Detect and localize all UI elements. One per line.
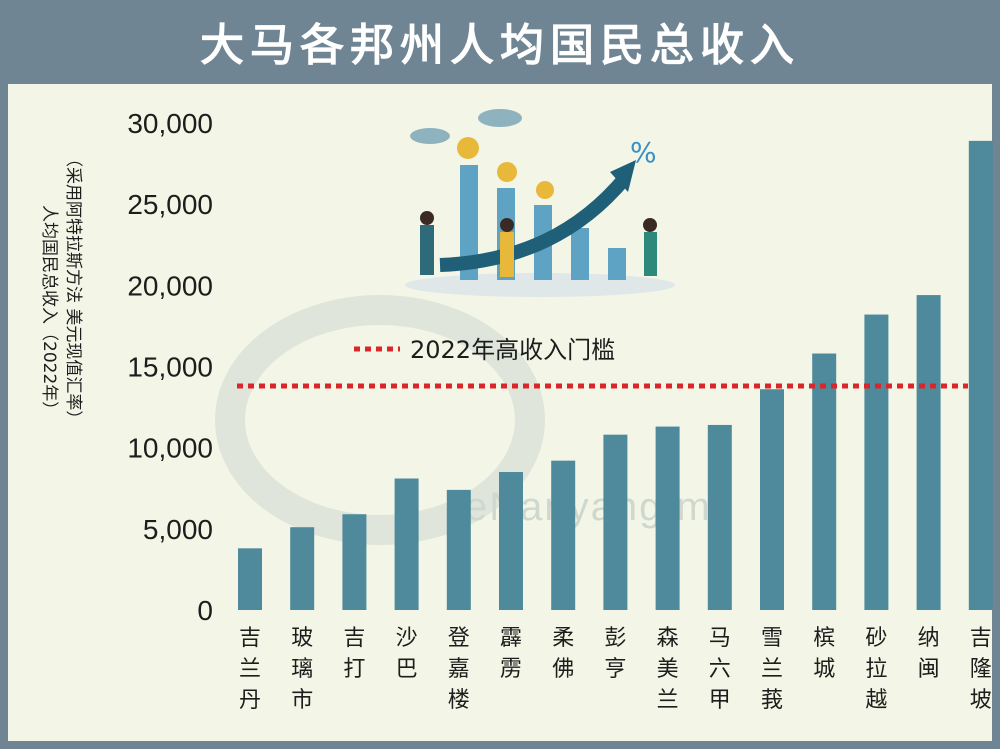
- bar: [394, 478, 419, 610]
- x-category-label: 吉兰丹: [239, 626, 261, 713]
- bar: [812, 353, 837, 610]
- x-category-label: 登嘉楼: [448, 626, 470, 713]
- y-tick-label: 5,000: [143, 514, 213, 545]
- bar: [238, 548, 262, 610]
- bar: [655, 426, 680, 610]
- person-figure-icon: [420, 225, 434, 275]
- illustration-bar: [571, 228, 589, 280]
- person-head-icon: [500, 218, 514, 232]
- y-tick-label: 20,000: [127, 270, 213, 301]
- y-axis-ticks: 0 5,000 10,000 15,000 20,000 25,000 30,000: [127, 108, 213, 626]
- x-category-label: 沙巴: [396, 626, 418, 682]
- threshold-label: 2022年高收入门槛: [410, 336, 615, 364]
- growth-arrow-icon: [439, 173, 631, 272]
- bar: [864, 314, 889, 610]
- y-axis-label: 人均国民总收入（2022年） （采用阿特拉斯方法 美元现值汇率）: [39, 150, 83, 427]
- y-tick-label: 0: [197, 595, 213, 626]
- arrow-head-icon: [610, 160, 636, 192]
- bar: [968, 140, 993, 610]
- person-figure-icon: [500, 232, 514, 277]
- bar: [916, 295, 941, 610]
- y-tick-label: 15,000: [127, 352, 213, 383]
- y-axis-label-main: 人均国民总收入（2022年）: [39, 205, 59, 418]
- coin-icon: [457, 137, 479, 159]
- x-category-label: 槟城: [813, 626, 835, 682]
- illustration-bar: [460, 165, 478, 280]
- coin-icon: [536, 181, 554, 199]
- person-figure-icon: [644, 232, 657, 276]
- percent-icon: %: [630, 136, 657, 169]
- x-category-label: 马六甲: [709, 626, 731, 713]
- cloud-icon: [478, 109, 522, 127]
- person-head-icon: [643, 218, 657, 232]
- bar: [603, 434, 628, 610]
- y-tick-label: 25,000: [127, 189, 213, 220]
- bar: [499, 472, 523, 610]
- illustration-bar: [608, 248, 626, 280]
- x-category-label: 纳闽: [918, 626, 940, 682]
- x-category-label: 砂拉越: [865, 626, 887, 713]
- y-axis-label-sub: （采用阿特拉斯方法 美元现值汇率）: [63, 150, 83, 427]
- bar: [342, 514, 367, 610]
- bar: [290, 527, 315, 610]
- bar: [707, 424, 732, 610]
- y-tick-label: 30,000: [127, 108, 213, 139]
- x-category-label: 彭亨: [604, 626, 626, 682]
- x-category-label: 玻璃市: [291, 626, 313, 713]
- x-category-label: 吉隆坡: [970, 626, 992, 713]
- x-category-label: 森美兰: [657, 626, 679, 713]
- y-tick-label: 10,000: [127, 433, 213, 464]
- watermark: eNanyang.my: [215, 295, 732, 545]
- x-category-label: 吉打: [343, 626, 365, 682]
- x-category-label: 柔佛: [552, 626, 574, 682]
- x-category-label: 雪兰莪: [761, 626, 783, 713]
- title-bar: 大马各邦州人均国民总收入: [0, 0, 1000, 82]
- person-head-icon: [420, 211, 434, 225]
- bars: [238, 140, 993, 610]
- bar: [760, 389, 784, 610]
- watermark-logo-ring: [215, 295, 545, 545]
- coin-icon: [497, 162, 517, 182]
- growth-illustration: %: [405, 109, 675, 297]
- x-category-label: 霹雳: [500, 626, 522, 682]
- chart-title: 大马各邦州人均国民总收入: [200, 20, 800, 71]
- cloud-icon: [410, 128, 450, 144]
- bar: [551, 460, 576, 610]
- bar: [446, 489, 471, 610]
